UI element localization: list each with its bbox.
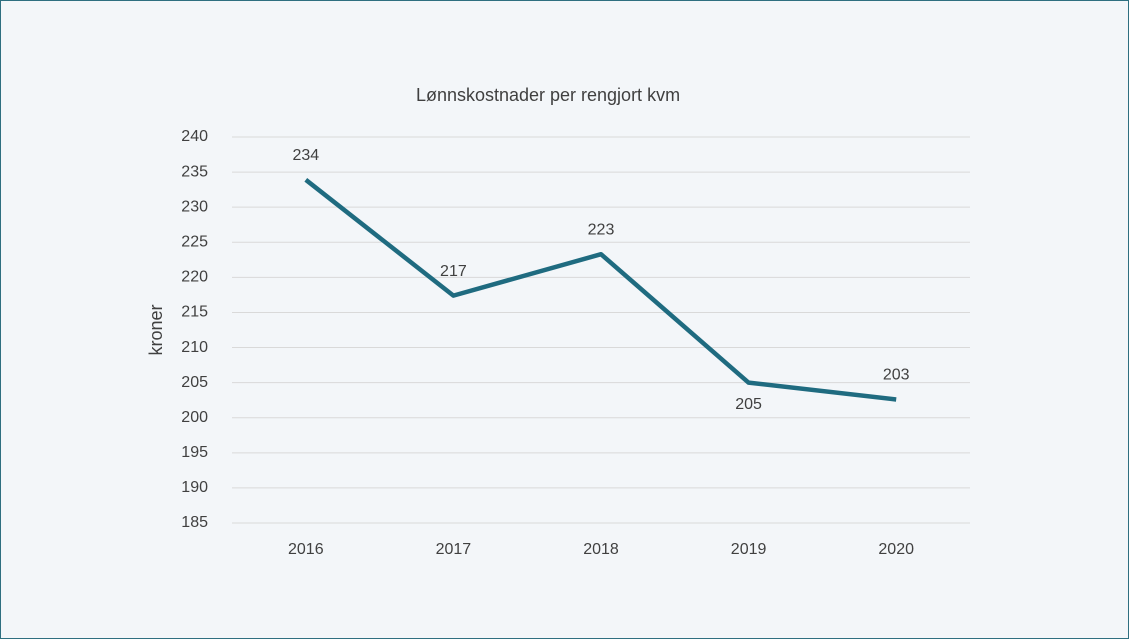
y-tick-label: 185	[181, 514, 208, 531]
y-tick-label: 190	[181, 479, 208, 496]
y-tick-label: 205	[181, 374, 208, 391]
data-label: 223	[588, 221, 615, 238]
y-tick-label: 210	[181, 339, 208, 356]
y-axis-label: kroner	[146, 304, 166, 355]
data-label: 203	[883, 367, 910, 384]
x-tick-label: 2017	[436, 541, 472, 558]
data-label: 234	[292, 147, 319, 164]
x-tick-label: 2016	[288, 541, 324, 558]
y-tick-label: 230	[181, 198, 208, 215]
y-tick-label: 195	[181, 444, 208, 461]
y-tick-label: 215	[181, 304, 208, 321]
x-tick-label: 2019	[731, 541, 767, 558]
y-tick-label: 220	[181, 269, 208, 286]
data-label: 205	[735, 396, 762, 413]
chart-title: Lønnskostnader per rengjort kvm	[416, 85, 680, 105]
y-tick-label: 235	[181, 163, 208, 180]
line	[304, 178, 897, 402]
y-tick-label: 240	[181, 128, 208, 145]
y-tick-label: 200	[181, 409, 208, 426]
x-tick-label: 2020	[878, 541, 914, 558]
y-tick-label: 225	[181, 233, 208, 250]
x-tick-label: 2018	[583, 541, 619, 558]
data-label: 217	[440, 263, 467, 280]
